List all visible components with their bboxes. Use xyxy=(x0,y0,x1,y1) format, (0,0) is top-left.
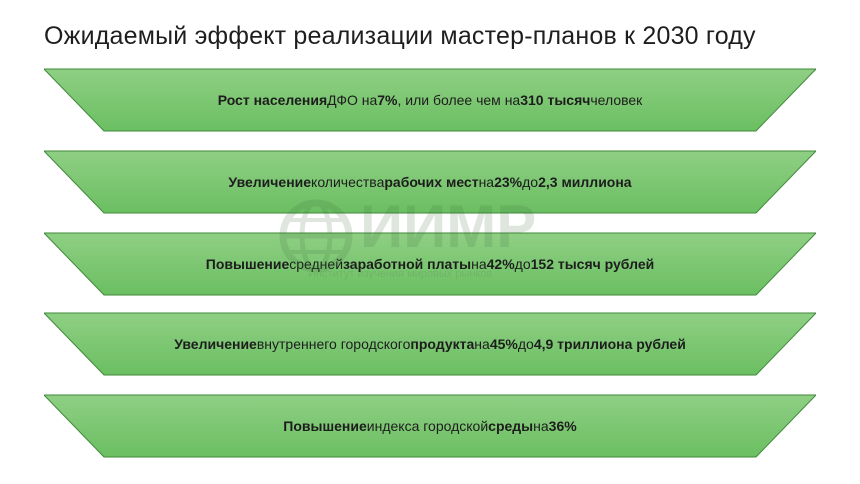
highlight-text: 152 тысяч рублей xyxy=(530,256,655,272)
highlight-text: 4,9 триллиона рублей xyxy=(533,336,686,352)
body-text: внутреннего городского xyxy=(256,336,411,352)
highlight-text: Повышение xyxy=(283,418,367,434)
highlight-text: продукта xyxy=(410,336,475,352)
highlight-text: 2,3 миллиона xyxy=(538,174,632,190)
effect-band-text: Повышение индекса городской среды на 36% xyxy=(104,394,756,458)
highlight-text: 42% xyxy=(486,256,515,272)
highlight-text: Повышение xyxy=(205,256,290,272)
highlight-text: среды xyxy=(488,418,534,434)
effect-band-4: Увеличение внутреннего городского продук… xyxy=(44,312,816,376)
body-text: на xyxy=(474,336,490,352)
effect-band-text: Увеличение количества рабочих мест на 23… xyxy=(104,150,756,214)
body-text: на xyxy=(471,256,487,272)
body-text: человек xyxy=(590,92,643,108)
highlight-text: Увеличение xyxy=(228,174,312,190)
body-text: средней xyxy=(289,256,344,272)
highlight-text: 45% xyxy=(489,336,518,352)
body-text: ДФО на xyxy=(327,92,378,108)
highlight-text: рабочих мест xyxy=(384,174,479,190)
effect-band-3: Повышение средней заработной платы на 42… xyxy=(44,232,816,296)
highlight-text: заработной платы xyxy=(343,256,472,272)
effect-band-1: Рост населения ДФО на 7%, или более чем … xyxy=(44,68,816,132)
highlight-text: Увеличение xyxy=(174,336,257,352)
effect-band-text: Повышение средней заработной платы на 42… xyxy=(104,232,756,296)
highlight-text: 23% xyxy=(494,174,523,190)
highlight-text: 7% xyxy=(377,92,398,108)
body-text: до xyxy=(522,174,539,190)
effect-band-2: Увеличение количества рабочих мест на 23… xyxy=(44,150,816,214)
highlight-text: 36% xyxy=(548,418,577,434)
body-text: , или более чем на xyxy=(397,92,521,108)
body-text: до xyxy=(517,336,534,352)
body-text: количества xyxy=(311,174,385,190)
highlight-text: 310 тысяч xyxy=(520,92,591,108)
body-text: индекса городской xyxy=(366,418,489,434)
page-title: Ожидаемый эффект реализации мастер-плано… xyxy=(44,22,756,50)
body-text: до xyxy=(514,256,531,272)
body-text: на xyxy=(478,174,495,190)
effect-band-text: Рост населения ДФО на 7%, или более чем … xyxy=(104,68,756,132)
effect-band-5: Повышение индекса городской среды на 36% xyxy=(44,394,816,458)
highlight-text: Рост населения xyxy=(217,92,328,108)
body-text: на xyxy=(533,418,549,434)
effect-band-text: Увеличение внутреннего городского продук… xyxy=(104,312,756,376)
